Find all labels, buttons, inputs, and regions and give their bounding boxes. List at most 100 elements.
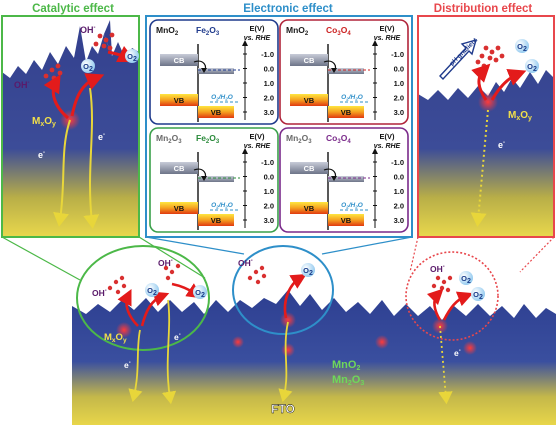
valence-band-a	[160, 94, 198, 106]
energy-axis-arrowhead	[242, 40, 248, 46]
o2-bubble-label: O2	[147, 286, 157, 297]
redox-couple-label: O2/H2O	[341, 94, 363, 102]
conduction-band-a	[160, 54, 198, 66]
vb-label: VB	[341, 216, 352, 225]
electron-transfer-arrowhead	[331, 68, 337, 73]
valence-band-a	[290, 94, 328, 106]
energy-tick-label: -1.0	[261, 50, 274, 59]
oxide-a-label: Mn2O3	[156, 133, 182, 145]
oxide-a-label: MnO2	[286, 25, 309, 37]
valence-band-b	[328, 214, 364, 226]
vb-label: VB	[174, 96, 185, 105]
vb-label: VB	[174, 204, 185, 213]
cb-label: CB	[174, 56, 185, 65]
vb-label: VB	[304, 204, 315, 213]
electron-label: e-	[498, 140, 505, 150]
energy-axis-reference: vs. RHE	[374, 35, 401, 42]
oh-label: OH-	[92, 288, 107, 298]
valence-band-b	[198, 214, 234, 226]
o2-bubble-label: O2	[195, 288, 205, 299]
o2-bubble-label: O2	[517, 42, 527, 53]
mno2-label: MnO2	[332, 359, 360, 372]
band-diagram-panel: Mn2O3 Co3O4 E(V) vs. RHE -1.0 0.0 1.0 2.0 3.0 CB V…	[279, 127, 409, 233]
oh-label: OH-	[80, 25, 96, 35]
fto-electrode: FTO MnO2 Mn2O3	[72, 284, 556, 425]
electron-label: e-	[38, 150, 45, 160]
distribution-effect-panel: pH gradient O2 O2 OH- MxOy e-	[417, 15, 555, 238]
band-diagram-panel: MnO2 Co3O4 E(V) vs. RHE -1.0 0.0 1.0 2.0 3.0 CB VB…	[279, 19, 409, 125]
energy-tick-label: 0.0	[394, 65, 404, 74]
energy-tick-label: 3.0	[264, 216, 274, 225]
electron-label: e-	[124, 360, 131, 370]
mxoy-label: MxOy	[32, 116, 56, 128]
energy-axis-arrowhead	[372, 148, 378, 154]
vb-label: VB	[211, 108, 222, 117]
energy-tick-label: 1.0	[394, 79, 404, 88]
energy-tick-label: 2.0	[394, 94, 404, 103]
conduction-band-b	[198, 176, 234, 182]
oh-label: OH-	[238, 258, 253, 268]
energy-axis-title: E(V)	[380, 24, 396, 33]
vb-label: VB	[341, 108, 352, 117]
electron-transfer-arrowhead	[201, 68, 207, 73]
electronic-effect-title: Electronic effect	[243, 3, 333, 15]
oxide-a-label: Mn2O3	[286, 133, 312, 145]
energy-tick-label: 3.0	[394, 108, 404, 117]
zoom-circle-electronic: O2 OH-	[232, 245, 334, 403]
conduction-band-a	[160, 162, 198, 174]
oxide-b-label: Co3O4	[326, 133, 351, 145]
energy-axis-arrowhead	[242, 148, 248, 154]
oxide-b-label: Fe2O3	[196, 133, 220, 145]
fto-label: FTO	[271, 402, 295, 416]
distribution-effect-title: Distribution effect	[434, 3, 533, 15]
electron-label: e-	[454, 348, 461, 358]
oh-label: OH-	[430, 264, 445, 274]
valence-band-a	[160, 202, 198, 214]
o2-bubble-label: O2	[527, 62, 537, 73]
energy-tick-label: -1.0	[391, 50, 404, 59]
o2-bubble-label: O2	[127, 52, 137, 63]
vb-label: VB	[304, 96, 315, 105]
energy-axis-reference: vs. RHE	[374, 143, 401, 150]
cb-label: CB	[174, 164, 185, 173]
cb-label: CB	[304, 56, 315, 65]
energy-tick-label: 1.0	[264, 187, 274, 196]
energy-tick-label: 3.0	[264, 108, 274, 117]
mn2o3-label: Mn2O3	[332, 374, 364, 387]
electronic-sub-panels: MnO2 Fe2O3 E(V) vs. RHE -1.0 0.0 1.0 2.0 3.0 CB VB…	[149, 19, 409, 233]
electron-transfer-arrowhead	[201, 176, 207, 181]
electron-label: e-	[174, 332, 181, 342]
band-diagram-panel: MnO2 Fe2O3 E(V) vs. RHE -1.0 0.0 1.0 2.0 3.0 CB VB…	[149, 19, 279, 125]
mxoy-label: MxOy	[104, 332, 127, 344]
mxoy-label: MxOy	[508, 110, 532, 122]
conduction-band-b	[198, 68, 234, 74]
oxide-a-label: MnO2	[156, 25, 179, 37]
conduction-band-a	[290, 162, 328, 174]
energy-tick-label: -1.0	[391, 158, 404, 167]
energy-tick-label: 2.0	[264, 94, 274, 103]
vb-label: VB	[211, 216, 222, 225]
energy-tick-label: 0.0	[264, 65, 274, 74]
energy-tick-label: 0.0	[394, 173, 404, 182]
o2-bubble-label: O2	[303, 266, 313, 277]
o2-bubble-label: O2	[461, 274, 471, 285]
redox-couple-label: O2/H2O	[211, 94, 233, 102]
o2-bubble-label: O2	[83, 62, 93, 73]
oxide-b-label: Fe2O3	[196, 25, 220, 37]
oh-label: OH-	[158, 258, 173, 268]
valence-band-b	[198, 106, 234, 118]
energy-axis-arrowhead	[372, 40, 378, 46]
zoom-connectors	[1, 236, 555, 281]
zoom-circle-catalytic: O2 O2 OH- OH- MxOy e- e-	[76, 245, 210, 405]
energy-tick-label: 2.0	[394, 202, 404, 211]
redox-couple-label: O2/H2O	[341, 202, 363, 210]
energy-tick-label: 2.0	[264, 202, 274, 211]
oh-label: OH-	[478, 28, 494, 38]
conduction-band-b	[328, 68, 364, 74]
o2-bubble-label: O2	[473, 290, 483, 301]
energy-tick-label: -1.0	[261, 158, 274, 167]
energy-tick-label: 0.0	[264, 173, 274, 182]
band-diagram-panel: Mn2O3 Fe2O3 E(V) vs. RHE -1.0 0.0 1.0 2.0 3.0 CB V…	[149, 127, 279, 233]
cb-label: CB	[304, 164, 315, 173]
